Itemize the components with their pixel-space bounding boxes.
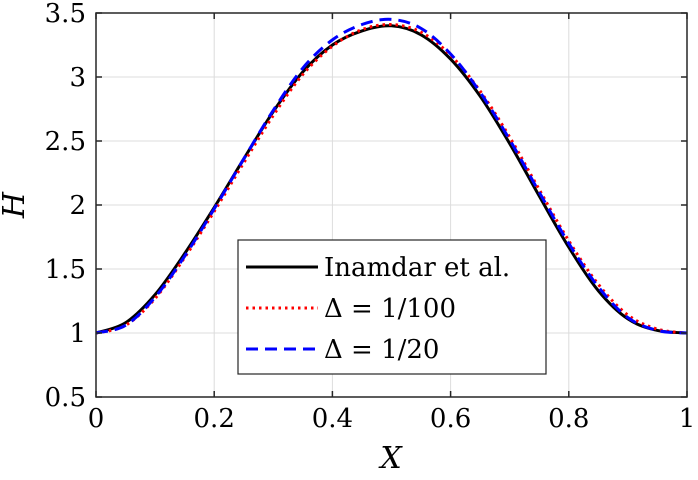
axis-ticks <box>95 12 688 398</box>
y-tick-label: 2.5 <box>45 127 86 157</box>
legend-label-3: Δ = 1/20 <box>324 335 439 365</box>
y-tick-label: 3 <box>69 63 86 93</box>
series-line-3 <box>95 17 688 335</box>
y-tick-label: 3.5 <box>45 0 86 29</box>
x-tick-label: 0.4 <box>312 404 353 434</box>
plot-lines <box>95 17 688 335</box>
y-tick-label: 0.5 <box>45 383 86 413</box>
x-tick-label: 0.6 <box>430 404 471 434</box>
x-axis-title: X <box>378 441 403 476</box>
legend-label-1: Inamdar et al. <box>324 253 510 283</box>
y-tick-labels: 0.5 1 1.5 2 2.5 3 3.5 <box>45 0 86 413</box>
y-tick-label: 1.5 <box>45 255 86 285</box>
x-tick-label: 0 <box>88 404 105 434</box>
x-tick-label: 0.8 <box>548 404 589 434</box>
x-tick-label: 1 <box>679 404 696 434</box>
x-tick-labels: 0 0.2 0.4 0.6 0.8 1 <box>88 404 696 434</box>
legend-label-2: Δ = 1/100 <box>324 294 456 324</box>
x-tick-label: 0.2 <box>194 404 235 434</box>
legend-box <box>237 239 547 375</box>
y-tick-label: 2 <box>69 191 86 221</box>
y-tick-label: 1 <box>69 319 86 349</box>
legend: Inamdar et al. Δ = 1/100 Δ = 1/20 <box>237 239 547 375</box>
y-axis-title: H <box>0 191 32 219</box>
